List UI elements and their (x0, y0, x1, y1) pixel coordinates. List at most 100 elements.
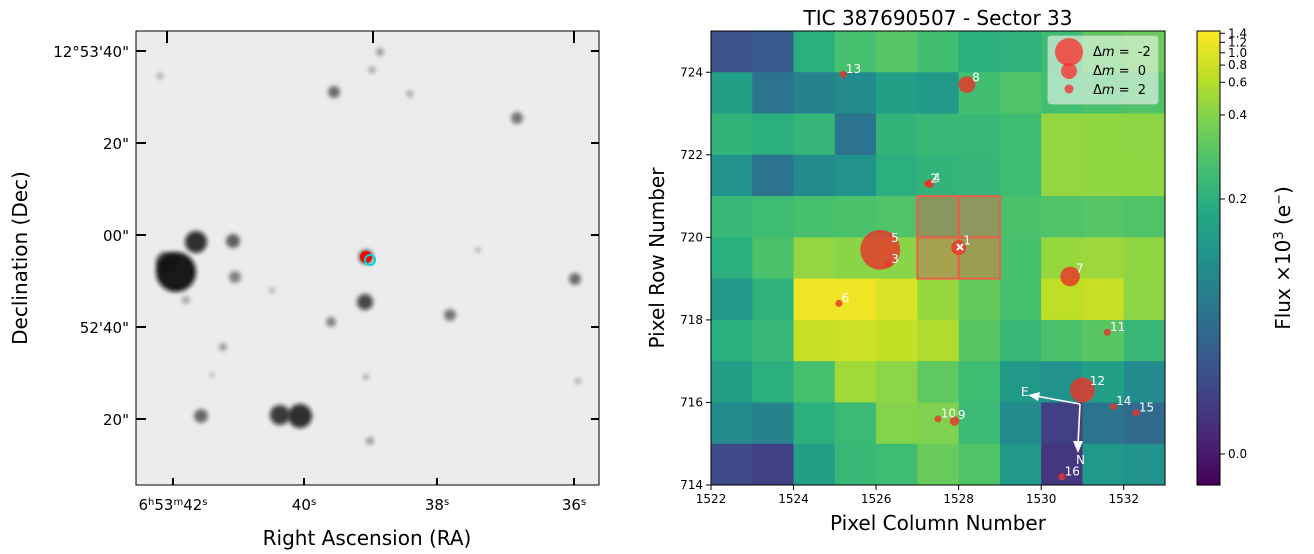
pixel-cell (793, 319, 836, 362)
tpf-xtick-label: 1522 (696, 492, 727, 506)
pixel-cell (876, 319, 918, 362)
pixel-cell (958, 237, 1001, 280)
pixel-cell (711, 237, 753, 280)
legend-entry-0: Δm = -2 (1093, 45, 1151, 60)
star-5 (860, 229, 901, 270)
colorbar-gradient (1197, 31, 1220, 486)
aperture-pixel (957, 236, 1001, 280)
pixel-cell (834, 196, 877, 238)
star-label-9: 9 (958, 408, 966, 422)
colorbar-tick-label: 0.2 (1228, 192, 1247, 206)
tpf-xtick-label: 1530 (1026, 492, 1057, 506)
pixel-cell (1082, 319, 1125, 362)
pixel-cell (999, 237, 1042, 280)
star-label-14: 14 (1116, 394, 1131, 408)
pixel-cell (876, 72, 918, 115)
pixel-cell (793, 402, 836, 445)
pixel-cell (711, 154, 753, 197)
tpf-ytick-label: 716 (680, 395, 703, 409)
tpf-ytick-label: 724 (680, 65, 703, 79)
tpf-title: TIC 387690507 - Sector 33 (803, 6, 1073, 30)
pixel-cell (752, 237, 795, 280)
colorbar-label: Flux ×103 (e−) (1271, 186, 1295, 330)
sky-ytick-label-2: 00" (103, 227, 129, 245)
sky-x-axis-label: Right Ascension (RA) (263, 526, 472, 550)
star-13 (839, 70, 847, 78)
tpf-ytick-label: 720 (680, 230, 703, 244)
star-label-16: 16 (1065, 464, 1080, 478)
colorbar-tick-label: 1.2 (1228, 35, 1247, 49)
pixel-cell (1123, 278, 1165, 321)
sky-ytick-label-3: 52'40" (80, 319, 129, 337)
pixel-cell (1123, 319, 1165, 362)
sky-star (219, 343, 227, 351)
aperture-pixel (957, 195, 1001, 239)
colorbar-tick-label: 1.0 (1228, 46, 1247, 60)
pixel-cell (834, 361, 877, 404)
sky-star (357, 294, 373, 310)
star-2 (924, 180, 932, 188)
sky-star (156, 252, 176, 272)
tpf-ytick-label: 714 (680, 478, 703, 492)
pixel-cell (834, 154, 877, 197)
pixel-cell (834, 319, 877, 362)
compass-arrows: E N (1021, 385, 1085, 467)
pixel-cell (711, 443, 753, 485)
sky-star (156, 72, 164, 80)
pixel-cell (958, 113, 1001, 156)
star-9 (949, 416, 960, 426)
pixel-cell (876, 154, 918, 197)
pixel-cell (999, 196, 1042, 238)
star-10 (934, 415, 942, 423)
pixel-cell (752, 443, 795, 485)
pixel-cell (752, 278, 795, 321)
tpf-ytick-label: 718 (680, 313, 703, 327)
colorbar-tick-label: 0.4 (1228, 108, 1247, 122)
legend-marker-1 (1061, 63, 1077, 79)
pixel-cell (1041, 402, 1084, 445)
sky-frame (135, 30, 600, 486)
pixel-cell (917, 319, 960, 362)
east-arrowhead (1028, 392, 1040, 401)
pixel-cell (711, 113, 753, 156)
pixel-cell (1041, 113, 1084, 156)
pixel-cell (1082, 113, 1125, 156)
pixel-cell (1123, 196, 1165, 238)
star-label-8: 8 (972, 70, 980, 84)
pixel-cell (711, 402, 753, 445)
pixel-cell (958, 196, 1001, 238)
compass-east-label: E (1021, 385, 1029, 399)
star-label-10: 10 (941, 407, 956, 421)
colorbar-tick-label: 0.0 (1228, 447, 1247, 461)
star-3 (884, 260, 892, 268)
pixel-cell (917, 443, 960, 485)
sky-star (226, 234, 240, 248)
north-arrowhead (1073, 441, 1083, 453)
pixel-cell (999, 31, 1042, 73)
sky-xtick-label-1: 40s (292, 496, 316, 514)
sky-star (366, 437, 374, 445)
pixel-cell (958, 31, 1001, 73)
star-label-7: 7 (1076, 262, 1084, 276)
legend: Δm = -2 Δm = 0 Δm = 2 (1047, 35, 1159, 105)
pixel-cell (711, 31, 753, 73)
sky-star (475, 247, 481, 253)
pixel-cell (711, 361, 753, 404)
sky-star (185, 231, 207, 253)
tpf-y-axis-label: Pixel Row Number (645, 167, 669, 349)
pixel-cell (1041, 319, 1084, 362)
pixel-cell (958, 278, 1001, 321)
pixel-cell (999, 113, 1042, 156)
pixel-cell (793, 361, 836, 404)
pixel-cell (834, 72, 877, 115)
pixel-cell (876, 278, 918, 321)
colorbar-tick-label: 0.8 (1228, 58, 1247, 72)
star-label-2: 2 (930, 171, 938, 185)
pixel-cell (793, 278, 836, 321)
pixel-cell (834, 278, 877, 321)
pixel-cell (793, 237, 836, 280)
pixel-cell (958, 402, 1001, 445)
pixel-cell (1123, 154, 1165, 197)
sky-star (194, 409, 208, 423)
